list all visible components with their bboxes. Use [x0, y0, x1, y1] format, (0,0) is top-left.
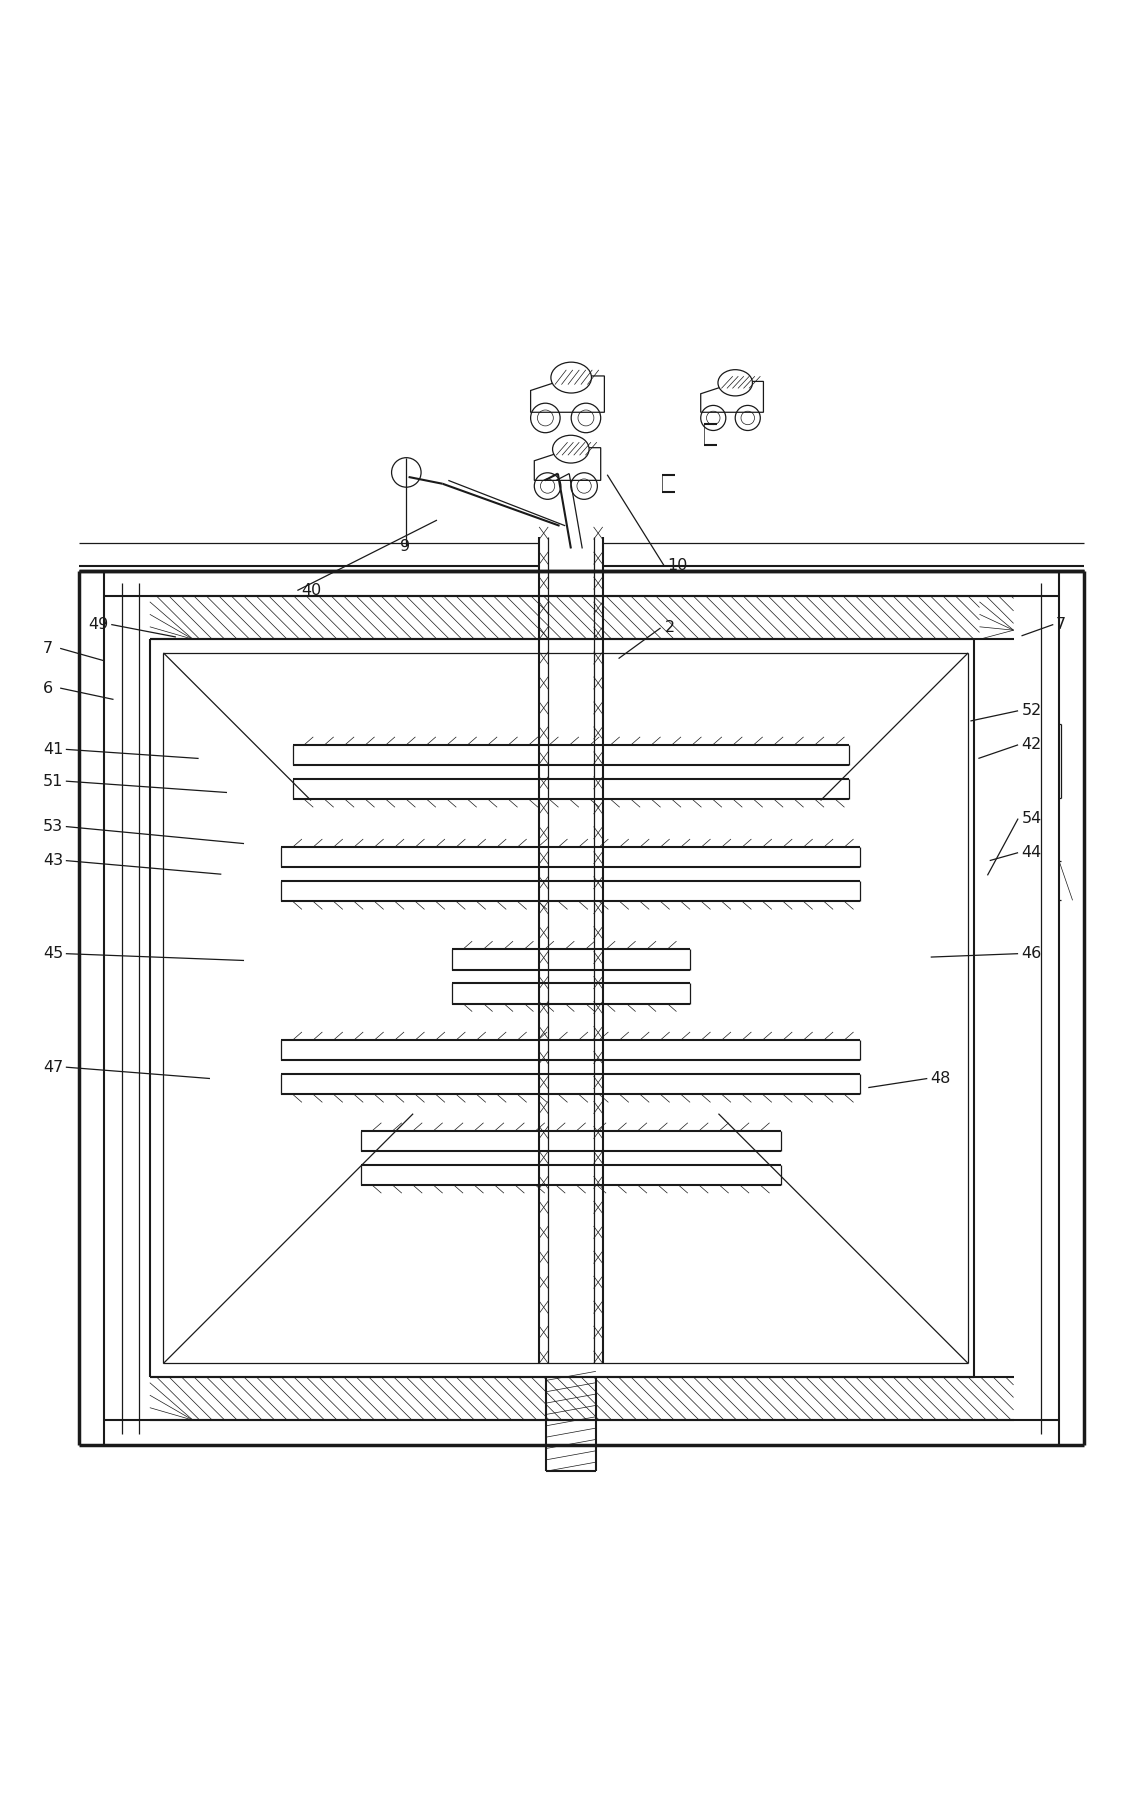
Text: 51: 51 — [43, 774, 64, 788]
Text: 6: 6 — [43, 681, 53, 696]
Text: 52: 52 — [1022, 703, 1042, 718]
Ellipse shape — [718, 370, 753, 395]
Polygon shape — [535, 448, 600, 480]
Text: 46: 46 — [1022, 946, 1042, 960]
Polygon shape — [700, 381, 764, 413]
Text: 2: 2 — [665, 620, 675, 636]
Text: 44: 44 — [1022, 844, 1042, 861]
Polygon shape — [531, 375, 604, 413]
Text: 9: 9 — [400, 538, 410, 554]
Text: 42: 42 — [1022, 737, 1042, 752]
Text: 54: 54 — [1022, 812, 1042, 826]
Text: 40: 40 — [301, 583, 321, 598]
Text: 49: 49 — [89, 618, 109, 632]
Text: 45: 45 — [43, 946, 64, 960]
Text: 10: 10 — [667, 558, 688, 573]
Text: 7: 7 — [1056, 618, 1066, 632]
Text: 41: 41 — [43, 741, 64, 757]
Text: 7: 7 — [43, 641, 53, 656]
Text: 47: 47 — [43, 1060, 64, 1075]
Ellipse shape — [550, 362, 591, 393]
Text: 53: 53 — [43, 819, 64, 834]
Text: 43: 43 — [43, 853, 64, 868]
Text: 48: 48 — [931, 1071, 951, 1085]
Ellipse shape — [553, 435, 589, 464]
